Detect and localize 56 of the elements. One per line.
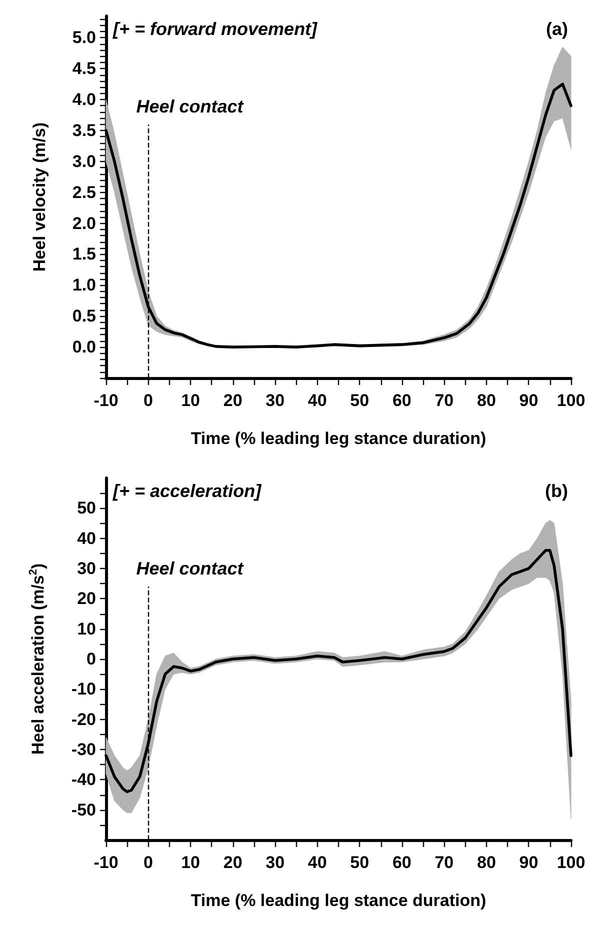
ref-line-label: Heel contact	[136, 558, 244, 579]
x-tick-label: 60	[392, 391, 412, 410]
y-tick-label: 0.0	[72, 338, 96, 357]
x-tick-label: 50	[350, 853, 370, 872]
y-tick-label: 30	[77, 559, 96, 578]
y-tick-label: -20	[71, 710, 96, 729]
y-tick-label: -10	[71, 680, 96, 699]
y-tick-label: 5.0	[72, 28, 96, 48]
y-tick-label: 3.0	[72, 152, 96, 171]
x-tick-label: 100	[556, 853, 586, 872]
x-tick-label: 40	[308, 853, 327, 872]
y-tick-label: 0.5	[72, 306, 96, 326]
x-tick-label: 40	[308, 391, 327, 410]
y-tick-label: 2.0	[72, 214, 96, 233]
y-tick-label: 0	[86, 650, 96, 668]
y-tick-label: 2.5	[72, 182, 96, 202]
y-axis-title: Heel velocity (m/s)	[30, 122, 49, 272]
x-tick-label: 60	[392, 853, 412, 872]
annotation: [+ = forward movement]	[112, 19, 318, 39]
y-tick-label: 20	[77, 589, 96, 608]
y-tick-label: -30	[71, 740, 96, 759]
x-tick-label: 80	[476, 853, 496, 872]
x-tick-label: -10	[94, 391, 118, 410]
x-tick-label: 100	[556, 391, 586, 410]
x-axis-title: Time (% leading leg stance duration)	[190, 891, 486, 910]
x-tick-label: 0	[144, 853, 154, 872]
x-tick-label: 80	[476, 391, 496, 410]
annotation: (b)	[545, 481, 568, 501]
y-tick-label: -50	[71, 800, 96, 820]
x-tick-label: 0	[144, 391, 154, 410]
y-axis-title: Heel acceleration (m/s2)	[28, 563, 48, 755]
x-tick-label: 20	[223, 391, 242, 410]
x-tick-label: 50	[350, 391, 370, 410]
x-axis-title: Time (% leading leg stance duration)	[190, 429, 486, 448]
annotation: (a)	[546, 19, 568, 39]
y-tick-label: 10	[77, 619, 96, 638]
y-tick-label: -40	[71, 770, 96, 790]
x-tick-label: 90	[519, 853, 538, 872]
x-tick-label: 30	[266, 391, 285, 410]
x-tick-label: 70	[434, 391, 454, 410]
x-tick-label: 90	[519, 391, 538, 410]
y-tick-label: 4.0	[72, 90, 96, 110]
ref-line-label: Heel contact	[136, 96, 244, 117]
x-tick-label: 20	[223, 853, 242, 872]
y-tick-label: 40	[77, 528, 96, 548]
x-tick-label: 10	[181, 853, 200, 872]
x-tick-label: 30	[266, 853, 285, 872]
x-tick-label: 70	[434, 853, 454, 872]
y-tick-label: 4.5	[72, 59, 96, 78]
y-tick-label: 3.5	[72, 120, 96, 140]
y-tick-label: 1.0	[72, 276, 96, 295]
y-tick-label: 50	[77, 498, 96, 518]
annotation: [+ = acceleration]	[112, 481, 262, 501]
x-tick-label: 10	[181, 391, 200, 410]
x-tick-label: -10	[94, 853, 118, 872]
y-tick-label: 1.5	[72, 244, 96, 264]
